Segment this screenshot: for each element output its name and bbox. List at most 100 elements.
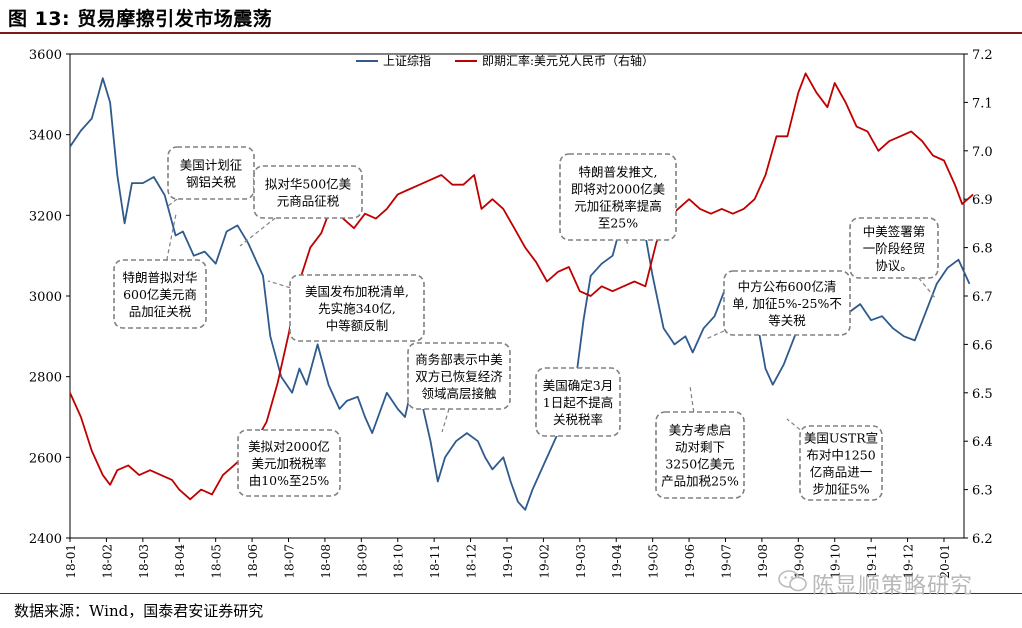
figure-title: 图 13: 贸易摩擦引发市场震荡: [8, 8, 273, 30]
right-tick-label: 6.2: [972, 532, 993, 547]
right-tick-label: 6.7: [972, 290, 993, 305]
annotation-text: 领域高层接触: [421, 386, 497, 401]
footer-divider: [0, 593, 1022, 594]
x-tick-label: 19-04: [610, 544, 624, 579]
annotation-text: 一阶段经贸: [863, 241, 926, 256]
annotation-text: 美国USTR宣: [804, 431, 878, 446]
annotation-leader: [167, 198, 178, 207]
x-tick-label: 18-02: [100, 544, 114, 579]
x-tick-label: 19-07: [719, 544, 733, 579]
annotation-text: 美方考虑启: [669, 423, 732, 438]
annotation-leader: [267, 280, 291, 289]
wechat-icon: [778, 570, 807, 592]
title-divider: [0, 32, 1022, 34]
right-tick-label: 6.5: [972, 387, 993, 402]
x-tick-label: 19-02: [537, 544, 551, 579]
annotation-box: [113, 259, 207, 329]
x-tick-label: 18-12: [465, 544, 479, 579]
source-note: 数据来源：Wind，国泰君安证券研究: [14, 602, 264, 620]
annotation-text: 美国计划征: [180, 158, 243, 173]
annotation-text: 拟对华500亿美: [265, 177, 351, 192]
annotation-text: 600亿美元商: [123, 287, 197, 302]
left-tick-label: 2600: [29, 451, 62, 466]
annotation-leader: [786, 418, 801, 431]
x-tick-label: 18-06: [246, 544, 260, 579]
x-tick-label: 19-09: [792, 544, 806, 579]
annotation-leader: [918, 277, 937, 300]
annotation-text: 布对中1250: [806, 448, 875, 463]
annotation-text: 至25%: [598, 216, 638, 231]
annotation-leader: [705, 330, 725, 340]
x-tick-label: 19-10: [829, 544, 843, 579]
x-tick-label: 19-11: [865, 544, 879, 579]
annotation-box: [167, 146, 255, 200]
x-tick-label: 18-07: [282, 544, 296, 579]
x-tick-label: 19-01: [501, 544, 515, 579]
annotation-text: 品加征关税: [129, 304, 192, 319]
annotation-text: 元商品征税: [277, 194, 340, 209]
annotation-box: [237, 429, 341, 497]
annotation-text: 动对剩下: [675, 440, 725, 455]
x-tick-label: 19-06: [683, 544, 697, 579]
annotation-box: [407, 342, 511, 410]
right-tick-label: 7.0: [972, 145, 993, 160]
annotation-text: 元加征税率提高: [574, 199, 662, 214]
annotation-text: 美元加税税率: [251, 456, 326, 471]
series-line-usdcny: [69, 72, 974, 501]
x-tick-label: 18-10: [392, 544, 406, 579]
right-tick-label: 7.1: [972, 96, 993, 111]
annotation-text: 美国发布加税清单,: [305, 284, 409, 299]
annotation-box: [849, 217, 939, 279]
annotation-box: [253, 165, 363, 219]
chart-axes: 2400 2600 2800 3000 3200 3400 3600 6.2 6.3 6.4 6.5…: [29, 48, 993, 579]
annotation-text: 中等额反制: [326, 318, 389, 333]
annotation-text: 特朗普拟对华: [122, 270, 197, 285]
watermark: 陈显顺策略研究: [812, 574, 974, 599]
x-tick-label: 19-12: [902, 544, 916, 579]
chart-svg: 2400 2600 2800 3000 3200 3400 3600 6.2 6.3 6.4 6.5…: [29, 48, 993, 579]
legend-label: 即期汇率:美元兑人民币（右轴）: [482, 53, 654, 68]
annotation-text: 步加征5%: [812, 482, 869, 497]
annotation-text: 协议。: [875, 258, 913, 273]
right-tick-label: 6.6: [972, 338, 993, 353]
x-tick-label: 18-11: [428, 544, 442, 579]
legend-label: 上证综指: [383, 53, 431, 68]
left-tick-label: 3200: [29, 209, 62, 224]
annotation-text: 中美签署第: [863, 224, 926, 239]
left-tick-label: 3600: [29, 48, 62, 63]
x-tick-label: 18-01: [64, 544, 78, 579]
annotation-leader: [441, 408, 450, 433]
right-tick-label: 6.8: [972, 242, 993, 257]
x-tick-label: 19-08: [756, 544, 770, 579]
annotation-box: [655, 411, 745, 499]
left-tick-label: 2400: [29, 532, 62, 547]
x-tick-label: 18-03: [137, 544, 151, 579]
annotation-text: 特朗普发推文,: [579, 165, 658, 180]
annotation-text: 即将对2000亿美: [571, 182, 665, 197]
annotation-leader: [239, 217, 276, 247]
right-tick-label: 6.4: [972, 435, 993, 450]
annotation-text: 产品加税25%: [661, 474, 739, 489]
annotation-box: [289, 274, 425, 342]
annotation-text: 中方公布600亿清: [738, 279, 837, 294]
annotation-text: 先实施340亿,: [318, 301, 396, 316]
left-tick-label: 2800: [29, 371, 62, 386]
annotation-box: [723, 270, 851, 336]
right-tick-label: 6.9: [972, 193, 993, 208]
x-tick-label: 19-05: [647, 544, 661, 579]
annotation-text: 单, 加征5%-25%不: [732, 296, 842, 311]
annotation-text: 关税税率: [553, 412, 603, 427]
right-tick-label: 7.2: [972, 48, 993, 63]
annotation-text: 钢铝关税: [186, 175, 237, 190]
annotation-text: 亿商品进一: [810, 465, 873, 480]
annotation-leader: [166, 213, 177, 261]
annotation-box: [559, 153, 677, 241]
annotation-text: 商务部表示中美: [415, 352, 503, 367]
chart-legend: 上证综指 即期汇率:美元兑人民币（右轴）: [356, 53, 654, 68]
x-tick-label: 18-09: [355, 544, 369, 579]
left-tick-label: 3400: [29, 129, 62, 144]
x-tick-label: 18-05: [210, 544, 224, 579]
annotation-text: 美拟对2000亿: [248, 439, 330, 454]
annotation-box: [535, 367, 621, 437]
